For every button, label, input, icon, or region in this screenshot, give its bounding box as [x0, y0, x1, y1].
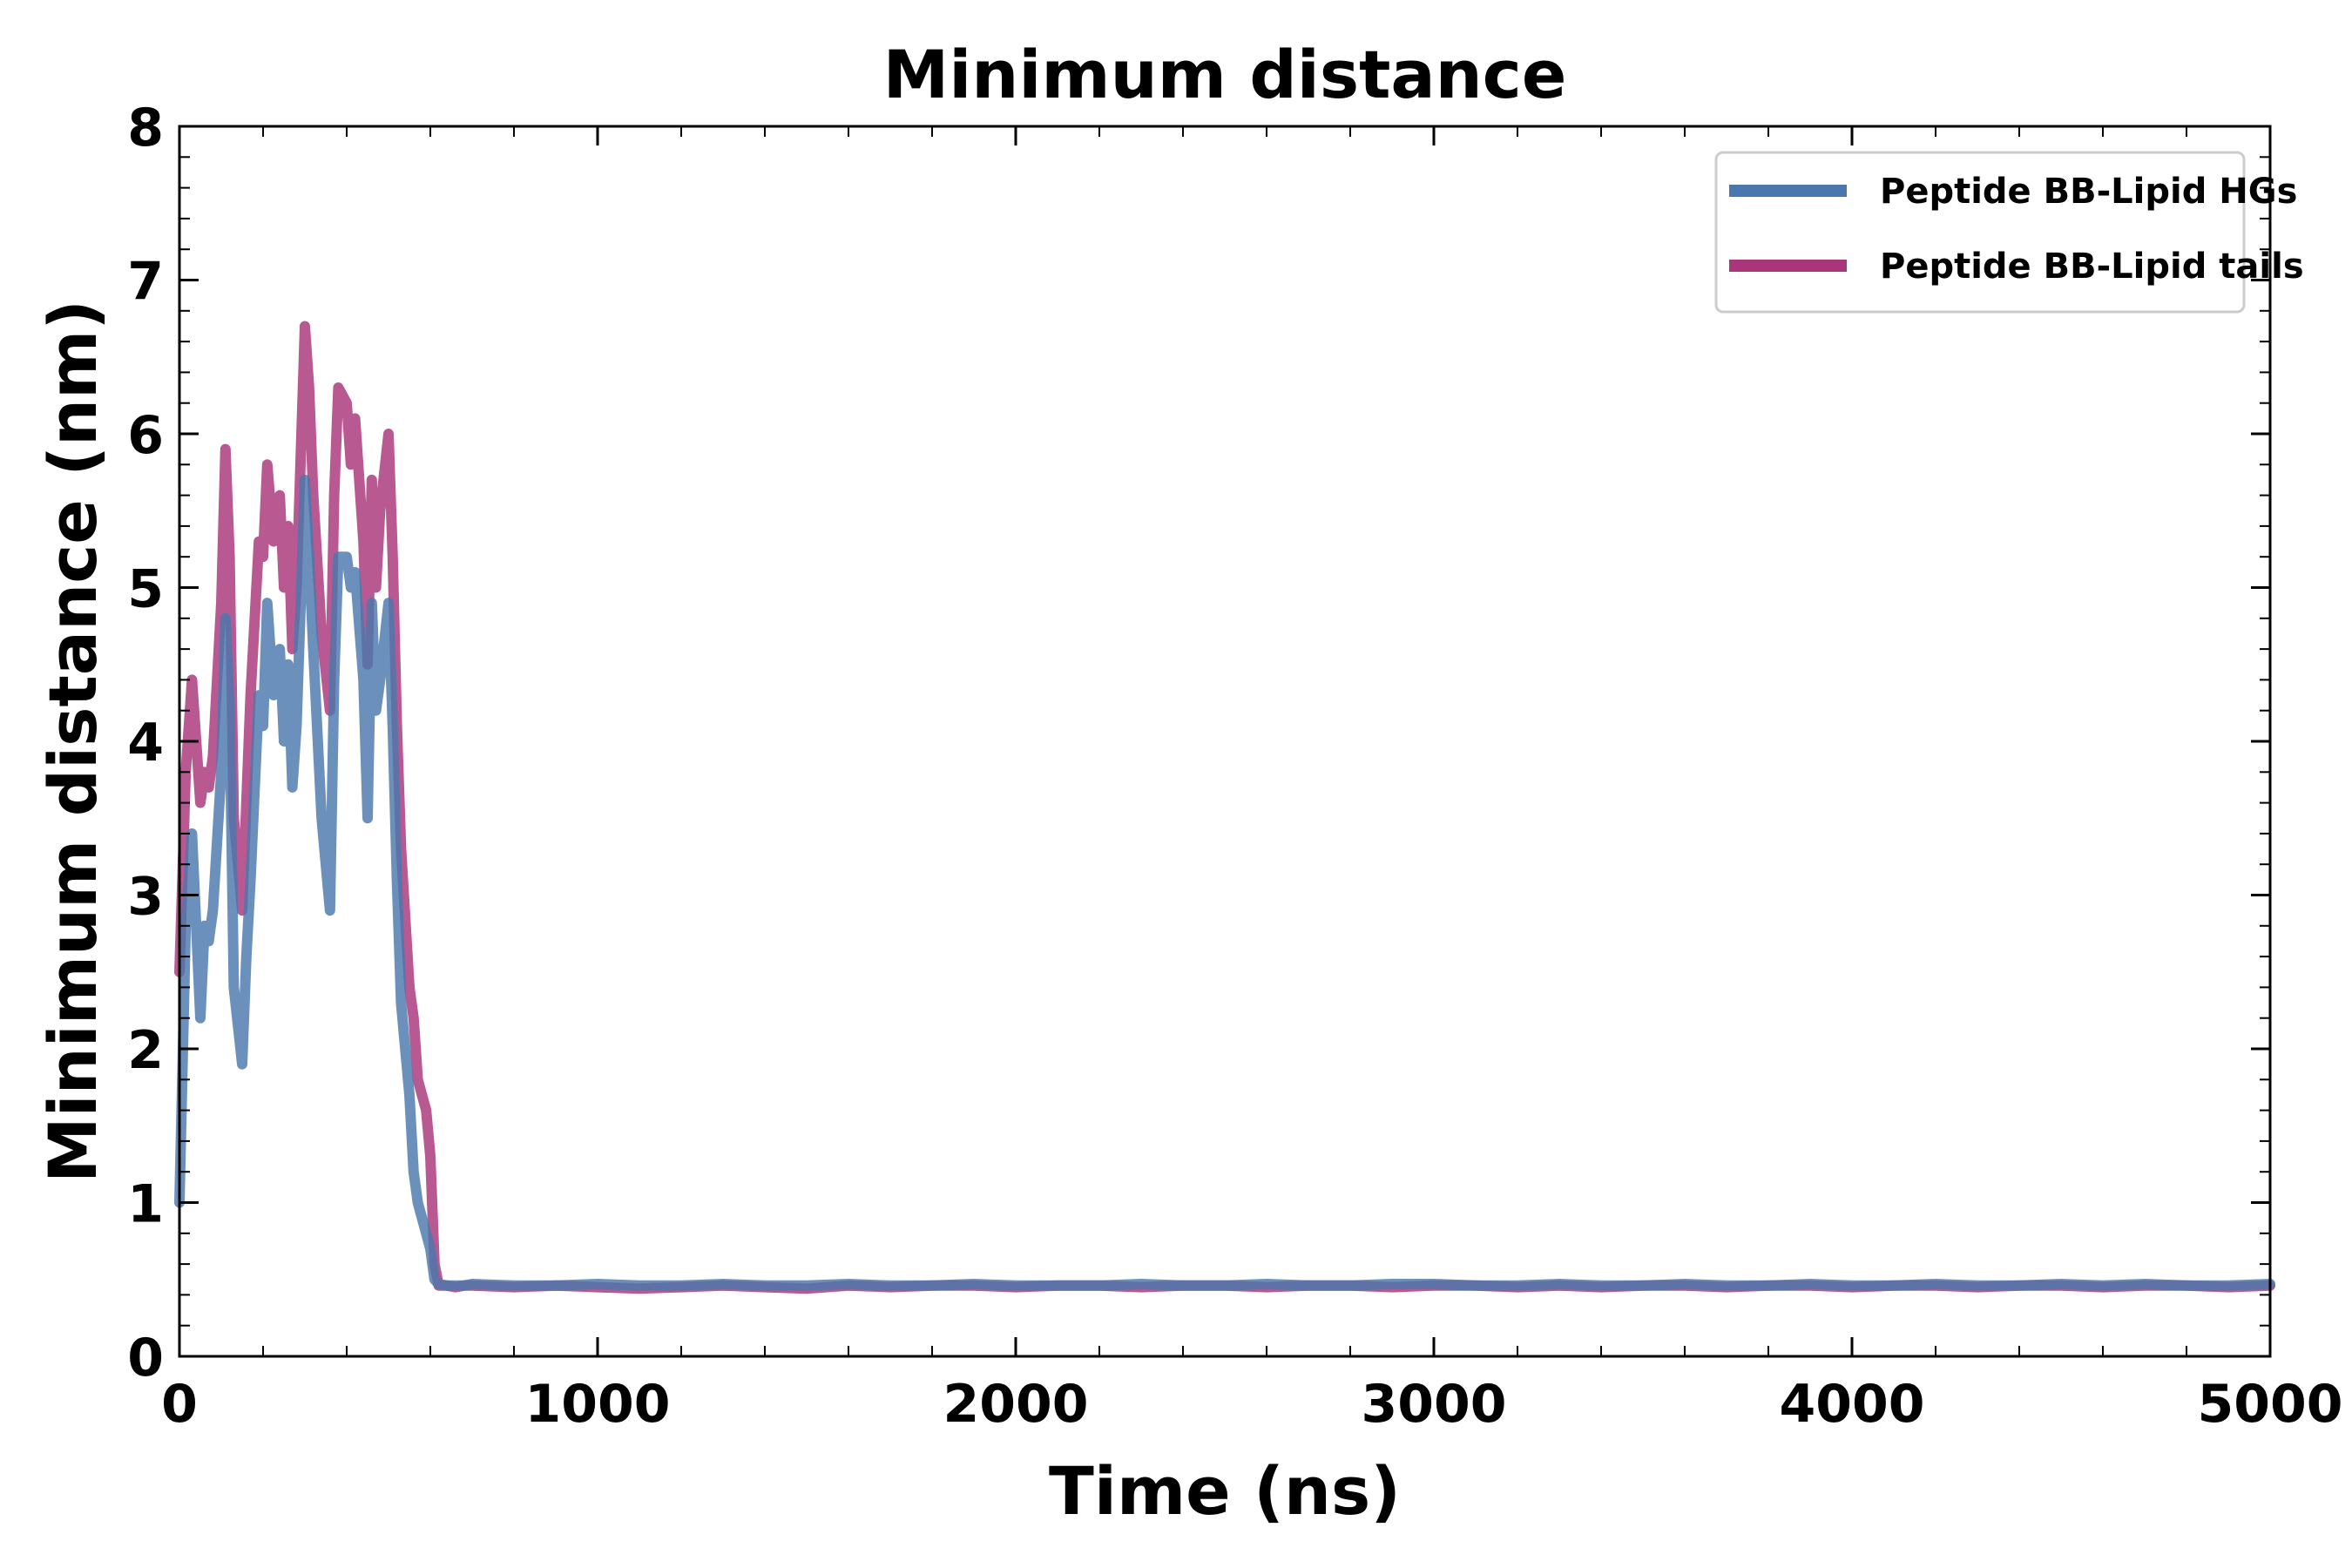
series-line-0 [174, 474, 2275, 1291]
y-tick-label: 4 [127, 713, 164, 774]
y-tick-label: 5 [127, 559, 164, 620]
y-tick-label: 2 [127, 1020, 164, 1081]
x-axis-label: Time (ns) [1049, 1452, 1401, 1530]
x-tick-label: 3000 [1362, 1374, 1507, 1435]
x-tick-label: 5000 [2198, 1374, 2343, 1435]
y-axis-label: Minimum distance (nm) [34, 300, 112, 1183]
legend: Peptide BB-Lipid HGs Peptide BB-Lipid ta… [1714, 151, 2304, 314]
y-tick-label: 8 [127, 98, 164, 159]
series-layer [174, 321, 2275, 1294]
x-tick-label: 4000 [1780, 1374, 1925, 1435]
y-tick-label: 0 [127, 1328, 164, 1389]
y-tick-label: 1 [127, 1174, 164, 1235]
legend-box [1714, 151, 2246, 314]
plot-frame [178, 125, 2272, 1358]
x-tick-label: 0 [161, 1374, 198, 1435]
ticks-layer: 0 1000 2000 3000 4000 5000 0 1 2 3 4 5 6 7 8 [127, 98, 2342, 1435]
y-tick-label: 3 [127, 867, 164, 928]
x-tick-label: 2000 [943, 1374, 1089, 1435]
y-tick-label: 7 [127, 252, 164, 313]
y-tick-label: 6 [127, 405, 164, 466]
chart-title: Minimum distance [883, 36, 1567, 113]
legend-label-hgs: Peptide BB-Lipid HGs [1880, 172, 2297, 212]
legend-label-tails: Peptide BB-Lipid tails [1880, 247, 2304, 287]
x-tick-label: 1000 [525, 1374, 671, 1435]
